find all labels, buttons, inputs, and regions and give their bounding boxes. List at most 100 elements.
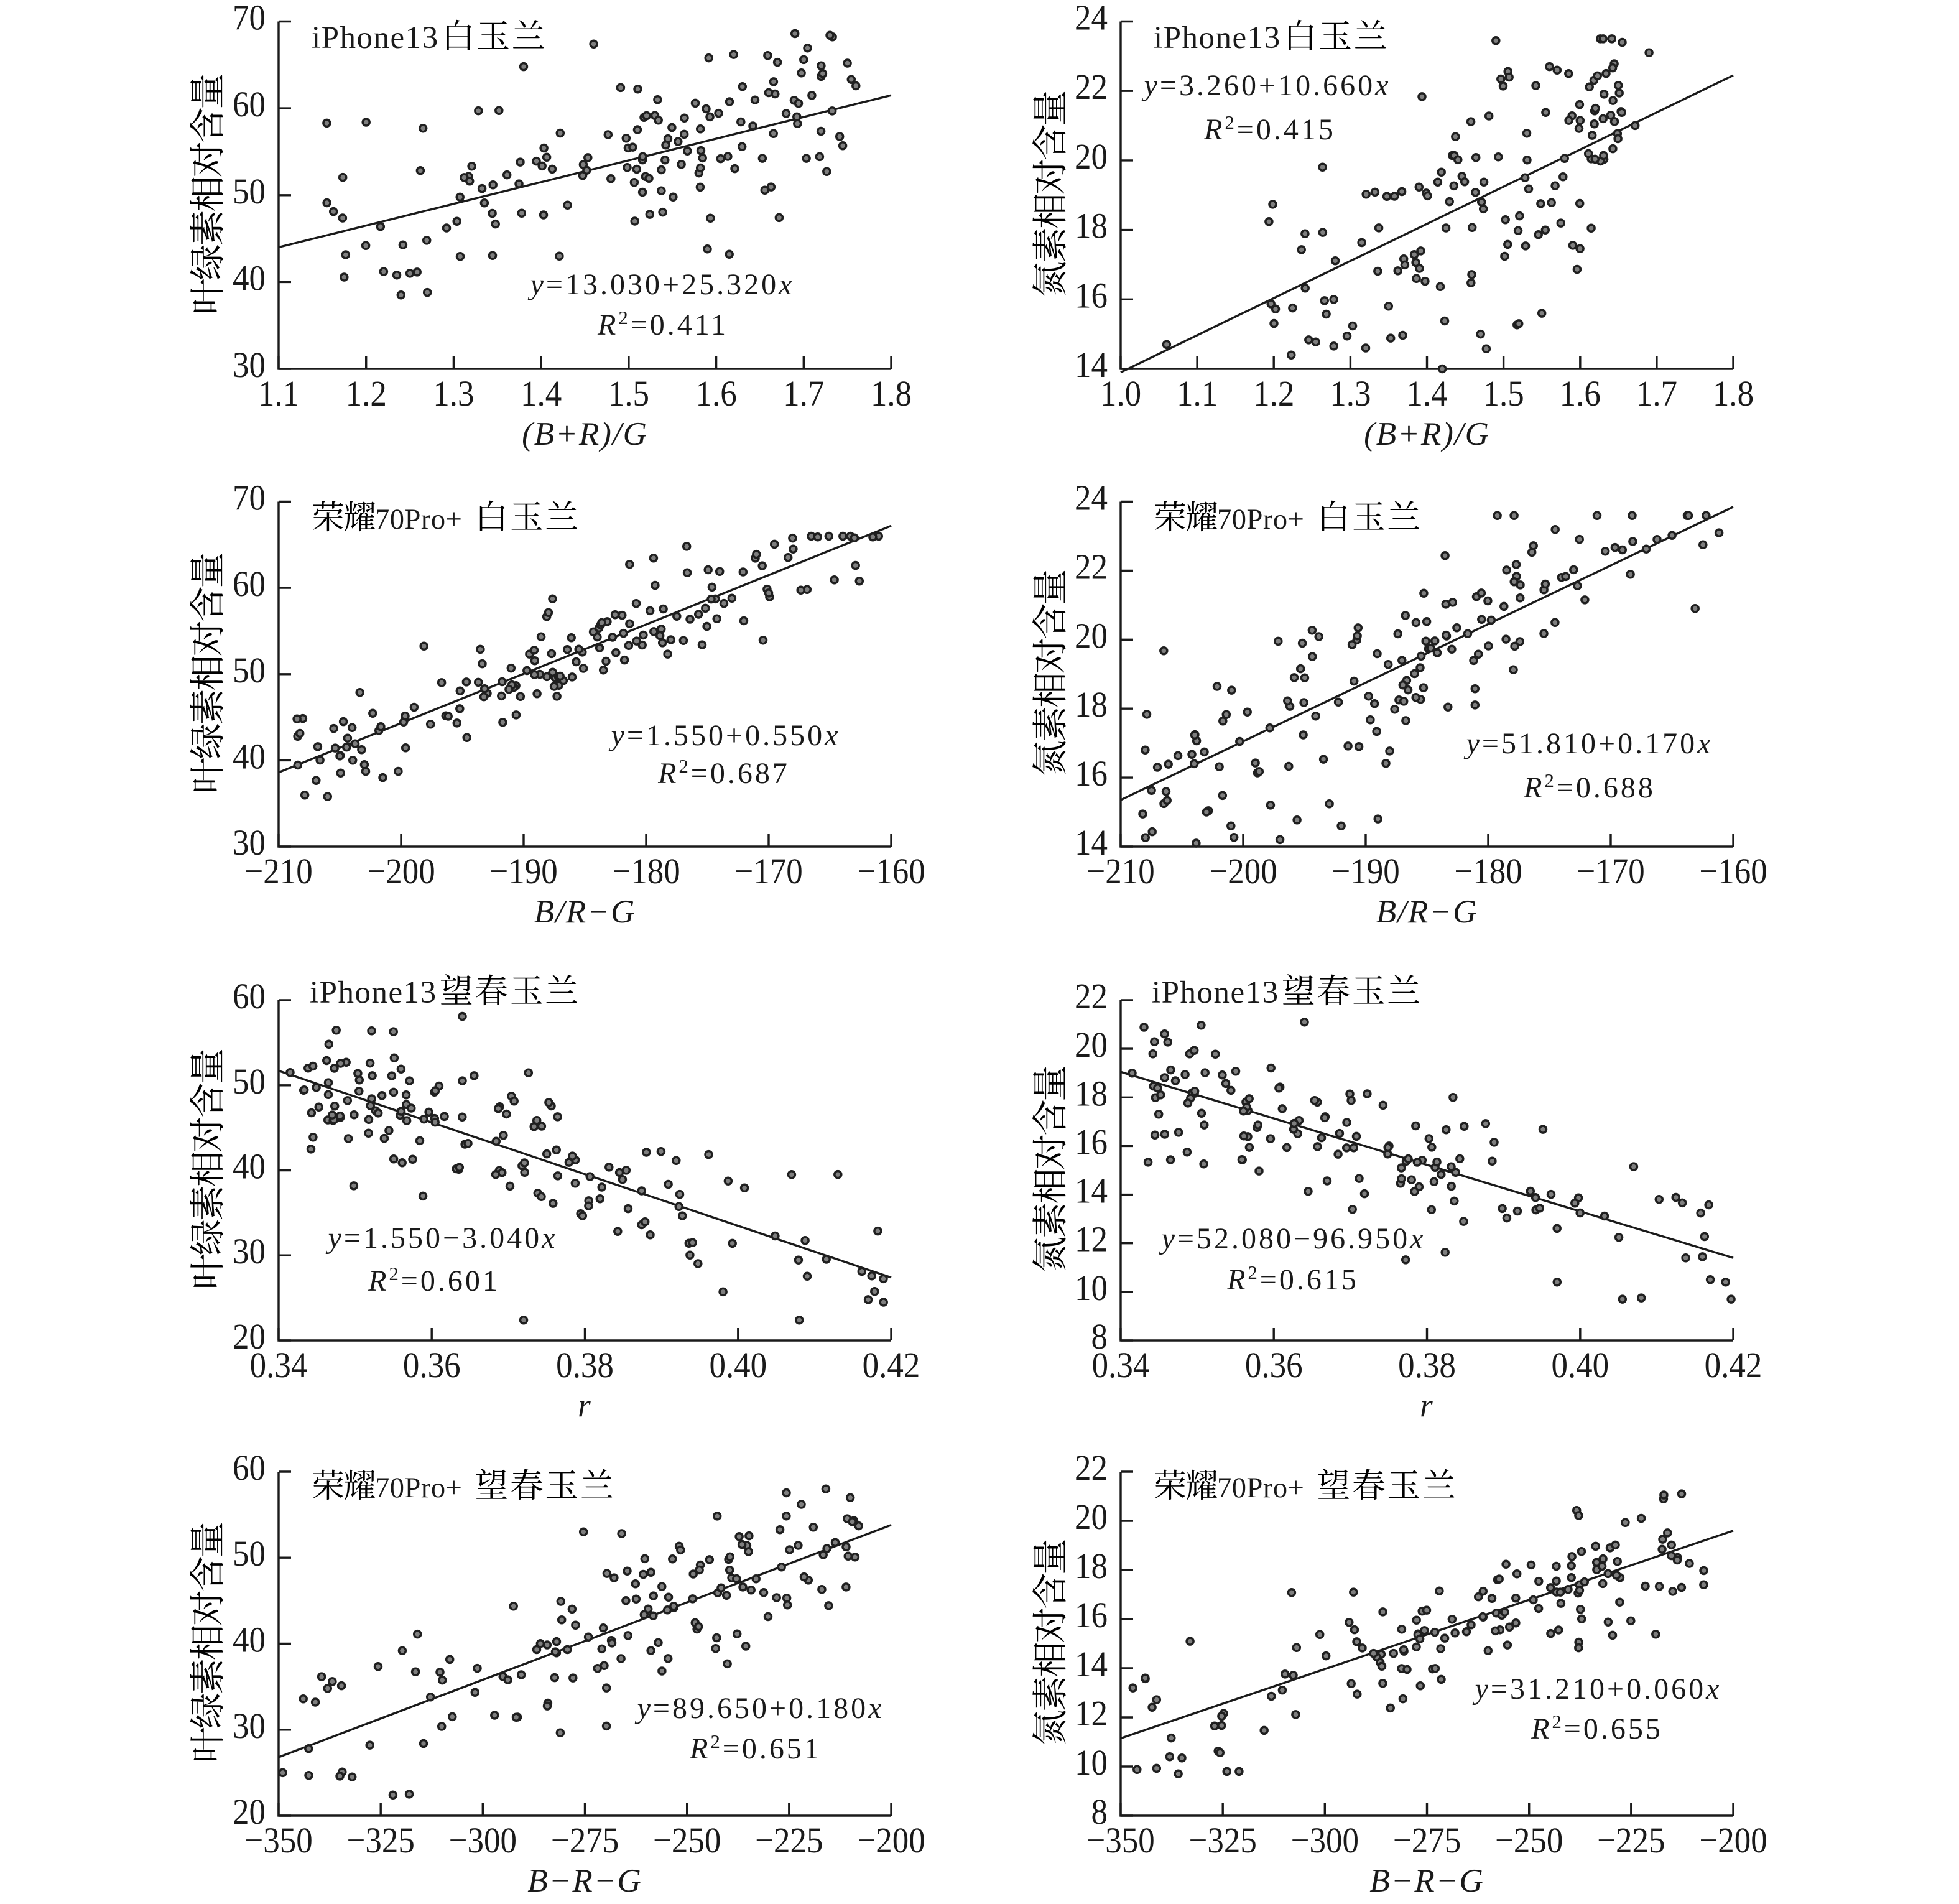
svg-text:−250: −250 — [1495, 1821, 1563, 1861]
svg-text:−200: −200 — [367, 852, 435, 892]
svg-text:−350: −350 — [1086, 1821, 1154, 1861]
svg-text:0.42: 0.42 — [863, 1345, 920, 1386]
svg-text:R2=0.415: R2=0.415 — [1203, 112, 1336, 146]
svg-text:−200: −200 — [857, 1821, 925, 1861]
svg-text:0.36: 0.36 — [403, 1345, 461, 1386]
svg-text:1.1: 1.1 — [1177, 374, 1218, 414]
svg-text:20: 20 — [1075, 1497, 1108, 1538]
svg-text:70: 70 — [233, 0, 266, 38]
svg-text:−170: −170 — [1577, 852, 1644, 892]
svg-text:y=3.260+10.660x: y=3.260+10.660x — [1141, 69, 1391, 102]
svg-text:18: 18 — [1075, 685, 1108, 725]
svg-text:R2=0.655: R2=0.655 — [1531, 1711, 1663, 1745]
svg-text:1.4: 1.4 — [1406, 374, 1447, 414]
svg-text:1.5: 1.5 — [1483, 374, 1524, 414]
svg-text:8: 8 — [1091, 1317, 1108, 1357]
svg-text:R2=0.411: R2=0.411 — [597, 307, 728, 341]
svg-text:20: 20 — [1075, 616, 1108, 656]
svg-text:(B+R)/G: (B+R)/G — [1364, 416, 1490, 452]
svg-text:−180: −180 — [1454, 852, 1522, 892]
svg-text:30: 30 — [233, 1706, 266, 1747]
svg-text:B/R−G: B/R−G — [1376, 894, 1478, 930]
svg-text:−160: −160 — [857, 852, 925, 892]
svg-text:1.6: 1.6 — [695, 374, 736, 414]
svg-text:−300: −300 — [449, 1821, 517, 1861]
svg-text:−325: −325 — [347, 1821, 415, 1861]
svg-text:1.6: 1.6 — [1560, 374, 1601, 414]
svg-text:1.7: 1.7 — [783, 374, 824, 414]
svg-text:0.36: 0.36 — [1245, 1345, 1303, 1386]
svg-text:50: 50 — [233, 1062, 266, 1102]
svg-text:1.3: 1.3 — [433, 374, 474, 414]
svg-text:−225: −225 — [1597, 1821, 1665, 1861]
svg-text:1.1: 1.1 — [258, 374, 299, 414]
svg-text:(B+R)/G: (B+R)/G — [522, 416, 648, 452]
svg-text:40: 40 — [233, 258, 266, 299]
svg-text:22: 22 — [1075, 977, 1108, 1017]
svg-text:20: 20 — [1075, 137, 1108, 177]
svg-text:1.8: 1.8 — [871, 374, 912, 414]
svg-text:40: 40 — [233, 736, 266, 777]
svg-text:y=52.080−96.950x: y=52.080−96.950x — [1159, 1222, 1426, 1255]
svg-text:1.5: 1.5 — [608, 374, 649, 414]
svg-text:22: 22 — [1075, 67, 1108, 108]
svg-text:22: 22 — [1075, 547, 1108, 587]
svg-text:10: 10 — [1075, 1268, 1108, 1309]
svg-text:−325: −325 — [1189, 1821, 1257, 1861]
svg-text:24: 24 — [1075, 478, 1108, 518]
svg-text:30: 30 — [233, 1232, 266, 1272]
svg-text:−160: −160 — [1699, 852, 1767, 892]
svg-text:1.2: 1.2 — [346, 374, 387, 414]
svg-text:R2=0.601: R2=0.601 — [368, 1263, 500, 1298]
svg-text:16: 16 — [1075, 276, 1108, 316]
svg-text:18: 18 — [1075, 1546, 1108, 1587]
svg-text:22: 22 — [1075, 1448, 1108, 1488]
svg-text:50: 50 — [233, 1534, 266, 1574]
svg-text:B/R−G: B/R−G — [534, 894, 636, 930]
svg-text:60: 60 — [233, 1448, 266, 1488]
svg-text:1.8: 1.8 — [1713, 374, 1754, 414]
svg-text:−210: −210 — [1086, 852, 1154, 892]
svg-text:14: 14 — [1075, 823, 1108, 863]
svg-text:R2=0.651: R2=0.651 — [689, 1731, 822, 1765]
svg-text:−200: −200 — [1699, 1821, 1767, 1861]
svg-text:70Pro+: 70Pro+ — [1217, 1472, 1304, 1504]
svg-text:14: 14 — [1075, 1645, 1108, 1685]
svg-text:70Pro+: 70Pro+ — [375, 504, 462, 536]
svg-text:40: 40 — [233, 1146, 266, 1187]
svg-text:y=1.550−3.040x: y=1.550−3.040x — [325, 1222, 558, 1255]
svg-text:0.40: 0.40 — [1551, 1345, 1609, 1386]
svg-text:70Pro+: 70Pro+ — [1217, 504, 1304, 536]
svg-text:16: 16 — [1075, 1122, 1108, 1163]
svg-text:y=89.650+0.180x: y=89.650+0.180x — [634, 1692, 884, 1725]
svg-text:60: 60 — [233, 85, 266, 125]
svg-text:−275: −275 — [1393, 1821, 1461, 1861]
svg-text:14: 14 — [1075, 345, 1108, 386]
svg-text:−170: −170 — [734, 852, 802, 892]
svg-text:R2=0.615: R2=0.615 — [1226, 1262, 1359, 1296]
svg-text:0.40: 0.40 — [709, 1345, 767, 1386]
svg-text:18: 18 — [1075, 206, 1108, 246]
svg-text:20: 20 — [233, 1792, 266, 1832]
svg-text:−350: −350 — [244, 1821, 312, 1861]
svg-text:R2=0.687: R2=0.687 — [657, 756, 790, 790]
svg-text:30: 30 — [233, 345, 266, 386]
svg-text:1.4: 1.4 — [521, 374, 562, 414]
svg-text:−250: −250 — [653, 1821, 721, 1861]
svg-text:0.38: 0.38 — [1398, 1345, 1456, 1386]
svg-text:0.34: 0.34 — [1092, 1345, 1150, 1386]
svg-text:1.0: 1.0 — [1100, 374, 1141, 414]
svg-text:20: 20 — [1075, 1025, 1108, 1066]
svg-text:−210: −210 — [244, 852, 312, 892]
svg-text:16: 16 — [1075, 1595, 1108, 1636]
svg-text:iPhone13: iPhone13 — [1152, 975, 1279, 1010]
svg-text:y=31.210+0.060x: y=31.210+0.060x — [1472, 1673, 1722, 1706]
svg-text:20: 20 — [233, 1317, 266, 1357]
svg-text:18: 18 — [1075, 1074, 1108, 1114]
svg-text:r: r — [1420, 1388, 1434, 1424]
svg-text:14: 14 — [1075, 1171, 1108, 1211]
svg-text:10: 10 — [1075, 1743, 1108, 1783]
svg-text:B−R−G: B−R−G — [527, 1863, 642, 1899]
svg-text:−200: −200 — [1209, 852, 1277, 892]
svg-text:−300: −300 — [1291, 1821, 1359, 1861]
